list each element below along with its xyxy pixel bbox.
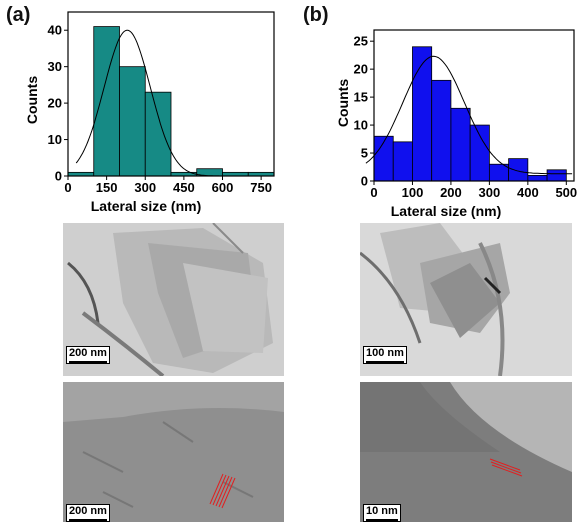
tem-image-a-low-mag: 200 nm <box>63 223 284 376</box>
histogram-a-bars <box>67 26 275 177</box>
a-y-tick-label: 10 <box>48 132 62 147</box>
histogram-b-gaussian-fit <box>365 55 573 175</box>
scale-bar-b-low-mag-line <box>366 361 404 363</box>
histogram-a: 0 150 300 450 600 750 0 10 20 30 40 Lateral size (… <box>24 11 275 214</box>
scale-bar-a-low-mag-line <box>69 361 107 363</box>
b-y-tick-label: 20 <box>354 62 368 77</box>
b-y-tick-label: 5 <box>361 146 368 161</box>
a-x-tick-label: 150 <box>96 180 118 195</box>
scale-bar-a-low-mag-label: 200 nm <box>69 347 107 359</box>
a-y-tick-label: 20 <box>48 96 62 111</box>
scale-bar-b-hr-label: 10 nm <box>366 505 398 517</box>
histogram-a-y-axis-label: Counts <box>24 76 40 124</box>
histogram-a-x-axis-label: Lateral size (nm) <box>91 198 201 214</box>
b-y-tick-label: 25 <box>354 34 368 49</box>
b-y-tick-label: 15 <box>354 90 368 105</box>
scale-bar-b-hr: 10 nm <box>363 504 401 522</box>
a-histogram-bar <box>93 26 120 177</box>
scale-bar-a-hr: 200 nm <box>66 504 110 522</box>
b-x-tick-label: 100 <box>402 185 424 200</box>
a-histogram-bar <box>119 66 146 177</box>
scale-bar-a-hr-line <box>69 519 107 521</box>
a-y-tick-label: 30 <box>48 59 62 74</box>
a-x-tick-label: 600 <box>212 180 234 195</box>
b-histogram-bar <box>431 79 452 182</box>
a-y-tick-label: 40 <box>48 23 62 38</box>
histogram-b-x-axis-label: Lateral size (nm) <box>391 203 501 219</box>
a-x-tick-label: 300 <box>134 180 156 195</box>
lattice-fringe-overlay-a <box>209 473 236 509</box>
b-histogram-bar <box>546 169 567 182</box>
b-x-tick-label: 500 <box>555 185 577 200</box>
tem-image-b-low-mag: 100 nm <box>360 223 572 376</box>
panel-label-b: (b) <box>303 4 329 26</box>
histogram-a-ticks: 0 150 300 450 600 750 0 10 20 30 40 <box>48 23 272 195</box>
b-x-tick-label: 0 <box>370 185 377 200</box>
tem-image-a-hr: 200 nm <box>63 382 284 522</box>
scale-bar-b-low-mag-label: 100 nm <box>366 347 404 359</box>
scale-bar-a-hr-label: 200 nm <box>69 505 107 517</box>
b-y-tick-label: 0 <box>361 174 368 189</box>
b-x-tick-label: 300 <box>479 185 501 200</box>
a-x-tick-label: 450 <box>173 180 195 195</box>
histogram-b: 0 100 200 300 400 500 0 5 10 15 20 25 Lateral size … <box>335 29 577 219</box>
scale-bar-b-low-mag: 100 nm <box>363 346 407 364</box>
tem-image-b-hr: 10 nm <box>360 382 572 522</box>
b-histogram-bar <box>527 175 548 182</box>
b-histogram-bar <box>450 107 471 182</box>
scale-bar-a-low-mag: 200 nm <box>66 346 110 364</box>
b-histogram-bar <box>392 141 413 182</box>
lattice-fringe-overlay-b <box>489 458 523 477</box>
histogram-b-y-axis-label: Counts <box>335 79 351 127</box>
scale-bar-b-hr-line <box>366 519 398 521</box>
a-y-tick-label: 0 <box>55 169 62 184</box>
b-x-tick-label: 400 <box>517 185 539 200</box>
a-histogram-bar <box>144 91 172 177</box>
b-x-tick-label: 200 <box>440 185 462 200</box>
histogram-b-plot-frame <box>373 29 575 182</box>
histogram-a-plot-frame <box>67 11 275 177</box>
b-y-tick-label: 10 <box>354 118 368 133</box>
a-x-tick-label: 750 <box>250 180 272 195</box>
b-histogram-bar <box>508 158 529 182</box>
b-histogram-bar <box>412 46 433 182</box>
b-histogram-bar <box>469 124 490 182</box>
histogram-b-bars <box>373 46 567 182</box>
histogram-b-ticks: 0 100 200 300 400 500 0 5 10 15 20 25 <box>354 34 577 200</box>
panel-label-a: (a) <box>6 4 31 26</box>
a-x-tick-label: 0 <box>64 180 71 195</box>
